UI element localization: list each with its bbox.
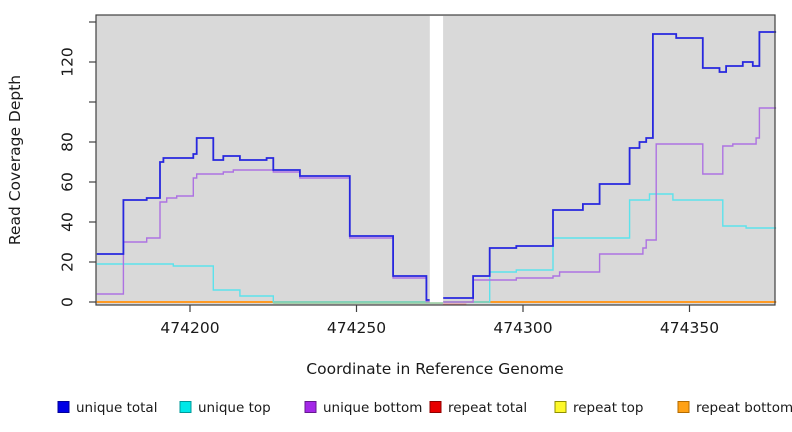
x-tick-label: 474200 <box>160 319 219 337</box>
legend-swatch <box>57 401 70 413</box>
x-tick-label: 474350 <box>660 319 719 337</box>
series-unique-bottom <box>96 169 430 303</box>
series-unique-top <box>443 193 777 303</box>
y-tick-label: 60 <box>59 172 77 192</box>
series-unique-total <box>443 31 777 299</box>
legend-swatch <box>677 401 690 413</box>
plot-border <box>95 14 776 306</box>
legend-item-repeat-top: repeat top <box>554 400 643 416</box>
legend-swatch <box>304 401 317 413</box>
legend-item-repeat-bottom: repeat bottom <box>677 400 792 416</box>
y-tick-label: 120 <box>59 47 77 77</box>
legend-label: repeat total <box>448 400 527 416</box>
y-tick-label: 20 <box>59 252 77 272</box>
x-tick-label: 474250 <box>327 319 386 337</box>
legend-item-unique-bottom: unique bottom <box>304 400 422 416</box>
legend-item-unique-total: unique total <box>57 400 157 416</box>
legend-label: unique top <box>198 400 271 416</box>
legend-swatch <box>179 401 192 413</box>
y-tick-label: 80 <box>59 132 77 152</box>
y-axis-title: Read Coverage Depth <box>6 75 24 245</box>
series-unique-total <box>96 137 430 301</box>
legend-item-unique-top: unique top <box>179 400 271 416</box>
data-gap <box>429 16 444 304</box>
legend-swatch <box>554 401 567 413</box>
series-unique-bottom <box>443 107 777 303</box>
series-unique-top <box>96 263 430 303</box>
axis-layer: 474200 474250 474300 474350 0 20 40 60 80 120 <box>59 21 719 337</box>
legend-label: unique total <box>76 400 157 416</box>
x-axis-title: Coordinate in Reference Genome <box>306 360 563 378</box>
legend-label: unique bottom <box>323 400 422 416</box>
legend-label: repeat bottom <box>696 400 792 416</box>
x-tick-label: 474300 <box>493 319 552 337</box>
legend-label: repeat top <box>573 400 643 416</box>
y-tick-label: 40 <box>59 212 77 232</box>
legend-item-repeat-total: repeat total <box>429 400 527 416</box>
y-tick-label: 0 <box>59 297 77 307</box>
legend: unique total unique top unique bottom repea… <box>57 400 792 416</box>
series-layer <box>96 31 777 303</box>
legend-swatch <box>429 401 442 413</box>
overlay-layer <box>273 302 467 305</box>
